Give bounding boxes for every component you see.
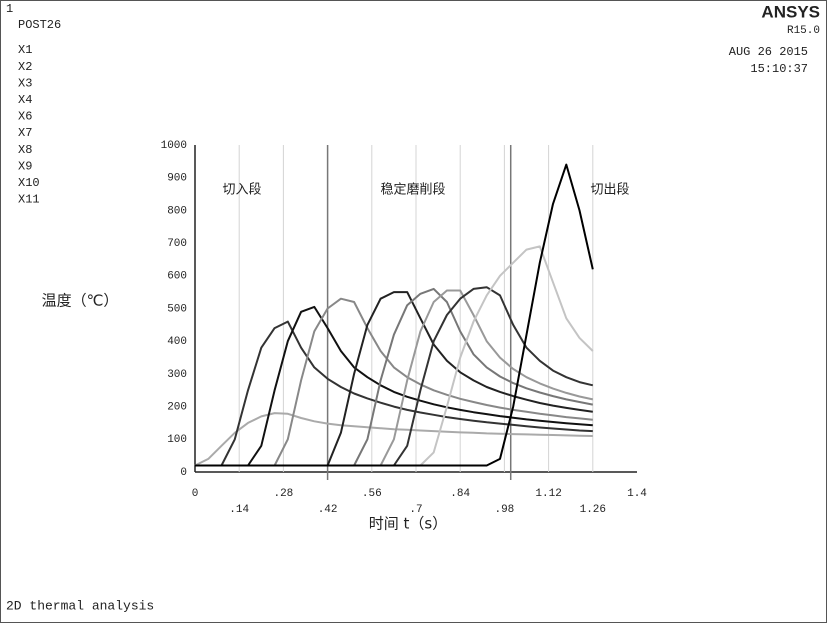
time: 15:10:37 [750,62,808,76]
series-line [194,412,593,467]
series-line [195,320,593,467]
brand: ANSYS [761,2,820,21]
legend-entry: X11 [18,193,40,207]
legend-entry: X10 [18,176,40,190]
x-tick-label: .42 [318,504,338,516]
legend-entry: X7 [18,126,32,140]
x-tick-label: 0 [192,488,199,500]
x-axis-label: 时间 t（s） [369,515,447,533]
version: R15.0 [787,25,820,37]
y-tick-label: 300 [167,369,187,381]
y-tick-label: 100 [167,434,187,446]
x-tick-label: .28 [273,488,293,500]
y-tick-label: 400 [167,336,187,348]
y-tick-label: 900 [167,173,187,185]
y-tick-label: 600 [167,271,187,283]
y-tick-label: 1000 [161,140,187,152]
y-axis-label: 温度（℃） [42,292,119,310]
legend-entry: X3 [18,76,32,90]
y-tick-label: 500 [167,303,187,315]
window-number: 1 [6,2,13,16]
x-tick-label: .14 [229,504,249,516]
y-tick-label: 0 [180,467,187,479]
x-tick-label: 1.12 [535,488,561,500]
chart-title: POST26 [18,18,61,32]
legend-entry: X6 [18,110,32,124]
x-tick-label: .56 [362,488,382,500]
legend-entry: X9 [18,159,32,173]
date: AUG 26 2015 [729,45,808,59]
legend-entry: X4 [18,93,32,107]
legend-entry: X8 [18,143,32,157]
annotation: 切出段 [590,183,629,198]
y-tick-label: 200 [167,402,187,414]
x-tick-label: .7 [409,504,422,516]
series-line [195,163,594,467]
y-tick-label: 700 [167,238,187,250]
y-tick-label: 800 [167,205,187,217]
annotation: 稳定磨削段 [380,182,445,198]
x-tick-label: .98 [494,504,514,516]
legend-entry: X2 [18,60,32,74]
legend-entry: X1 [18,43,32,57]
x-tick-label: 1.4 [627,488,647,500]
x-tick-label: .84 [450,488,470,500]
annotation: 切入段 [222,183,261,198]
x-tick-label: 1.26 [580,504,606,516]
footer: 2D thermal analysis [6,598,154,613]
series-line [195,305,593,467]
